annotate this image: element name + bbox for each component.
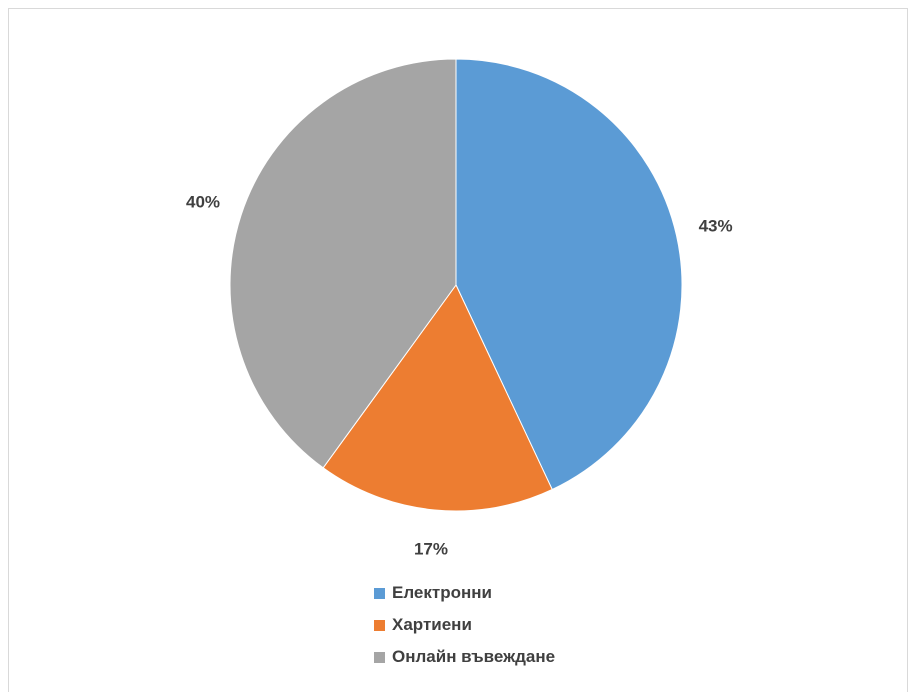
legend-label-online: Онлайн въвеждане xyxy=(392,647,556,666)
data-label-online: 40% xyxy=(186,192,220,211)
pie-slice-paper xyxy=(322,284,553,512)
pie-slice-online xyxy=(229,58,457,469)
legend-swatch-electronic xyxy=(374,587,385,599)
data-label-electronic: 43% xyxy=(699,216,733,235)
legend-swatch-paper xyxy=(374,619,385,631)
legend: Електронни Хартиени Онлайн въвеждане xyxy=(374,577,555,673)
pie-slice-electronic xyxy=(455,58,683,491)
legend-item-electronic: Електронни xyxy=(374,577,555,609)
legend-item-paper: Хартиени xyxy=(374,609,555,641)
pie-chart: 43% 17% 40% xyxy=(186,58,733,558)
data-label-paper: 17% xyxy=(414,539,448,558)
chart-area: 43% 17% 40% Електронни Хартиени Онлайн във… xyxy=(8,8,908,692)
legend-label-paper: Хартиени xyxy=(392,615,472,634)
legend-label-electronic: Електронни xyxy=(392,583,492,602)
legend-swatch-online xyxy=(374,651,385,663)
legend-item-online: Онлайн въвеждане xyxy=(374,641,555,673)
